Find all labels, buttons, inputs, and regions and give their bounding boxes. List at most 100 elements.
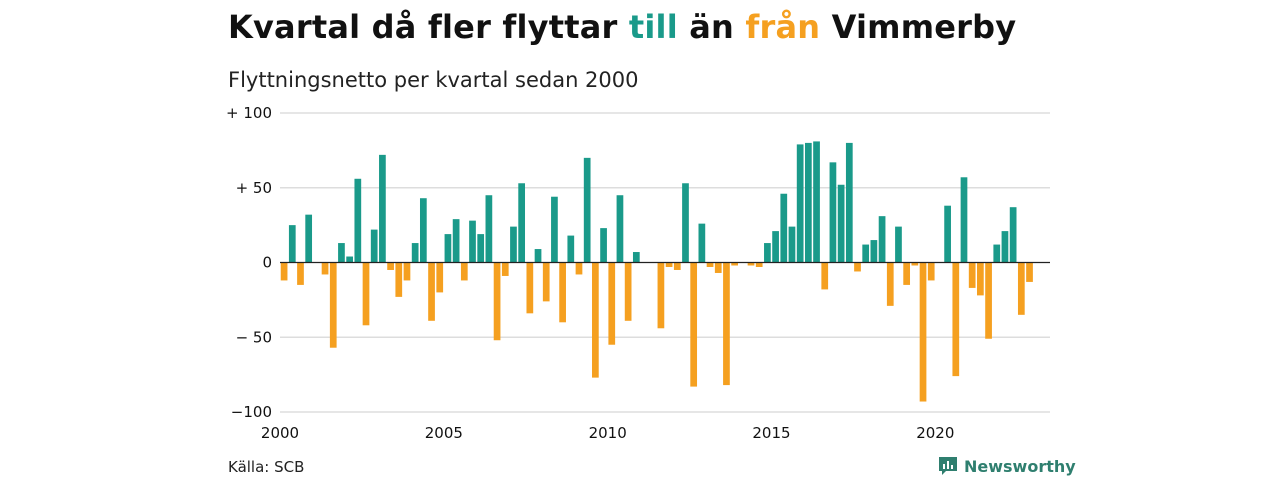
bar-negative [968,262,976,288]
bar-positive [419,198,427,263]
bar-negative [952,262,960,377]
bar-positive [960,177,968,263]
bar-negative [911,262,919,266]
bar-positive [288,225,296,263]
bar-negative [403,262,411,281]
bar-negative [329,262,337,348]
title-part-1: Kvartal då fler flyttar [228,8,629,46]
bar-negative [1026,262,1033,282]
bar-series [280,141,1033,402]
bar-positive [804,142,812,263]
bar-positive [379,154,386,263]
chart-title: Kvartal då fler flyttar till än från Vim… [228,8,1016,46]
bar-positive [682,183,689,263]
bar-negative [362,262,370,326]
bar-positive [1001,231,1009,263]
y-axis-ticks: + 100 + 50 0 − 50 −100 [226,104,272,421]
title-till: till [628,8,678,46]
bar-negative [755,262,763,267]
bar-positive [510,226,517,263]
bar-positive [845,142,853,263]
bar-negative [542,262,550,302]
bar-negative [395,262,403,297]
bar-positive [411,243,419,263]
bar-positive [452,219,460,263]
bar-negative [665,262,673,267]
bar-negative [501,262,509,276]
bar-positive [354,178,362,263]
bar-negative [977,262,984,296]
bar-positive [1009,207,1017,263]
bar-positive [772,231,779,263]
bar-negative [624,262,632,321]
bar-positive [469,220,476,263]
bar-negative [592,262,599,378]
bar-negative [821,262,829,290]
bar-positive [870,240,878,263]
bar-positive [764,243,771,263]
bar-negative [854,262,861,272]
brand-name: Newsworthy [964,456,1076,476]
bar-negative [1017,262,1025,315]
bar-positive [616,195,624,263]
bar-negative [985,262,992,339]
brand-logo: Newsworthy [938,456,1076,476]
bar-positive [338,243,345,263]
bar-positive [837,184,845,263]
bar-negative [387,262,394,270]
bar-positive [813,141,820,263]
bar-negative [919,262,927,402]
bar-negative [886,262,894,306]
y-tick-label: 0 [262,254,272,272]
bar-negative [608,262,616,345]
bar-positive [829,162,837,263]
y-tick-label: + 100 [226,104,272,122]
x-tick-label: 2005 [425,424,463,442]
bar-negative [714,262,722,273]
y-tick-label: − 50 [236,328,272,346]
bar-negative [526,262,534,314]
bar-negative [657,262,665,329]
chart-subtitle: Flyttningsnetto per kvartal sedan 2000 [228,68,639,92]
bar-negative [436,262,444,293]
bar-positive [551,196,558,263]
bar-negative [706,262,714,267]
bar-negative [731,262,738,266]
bar-negative [575,262,583,275]
bar-positive [305,214,313,263]
bar-negative [747,262,755,266]
bar-negative [297,262,304,285]
bar-positive [518,183,526,263]
bar-positive [346,256,353,263]
bar-negative [321,262,329,275]
x-tick-label: 2000 [261,424,299,442]
y-tick-label: −100 [231,403,272,421]
bar-positive [788,226,796,263]
title-part-2: än [677,8,746,46]
bar-positive [895,226,902,263]
bar-positive [567,235,575,263]
bar-negative [723,262,730,386]
bar-positive [444,234,452,263]
bar-positive [878,216,886,263]
title-part-3: Vimmerby [820,8,1017,46]
bar-negative [690,262,698,387]
bar-negative [559,262,566,323]
x-axis-ticks: 2000 2005 2010 2015 2020 [261,424,955,442]
bar-positive [370,229,378,263]
x-tick-label: 2020 [916,424,954,442]
bar-positive [485,195,493,263]
title-fran: från [745,8,821,46]
bar-positive [780,193,788,263]
y-tick-label: + 50 [236,179,272,197]
bar-negative [428,262,435,321]
bar-positive [477,234,485,263]
bar-negative [493,262,501,341]
x-tick-label: 2015 [752,424,790,442]
source-note: Källa: SCB [228,458,305,476]
bar-positive [862,244,870,263]
bar-negative [460,262,468,281]
bar-positive [944,205,951,263]
bar-positive [583,157,591,263]
